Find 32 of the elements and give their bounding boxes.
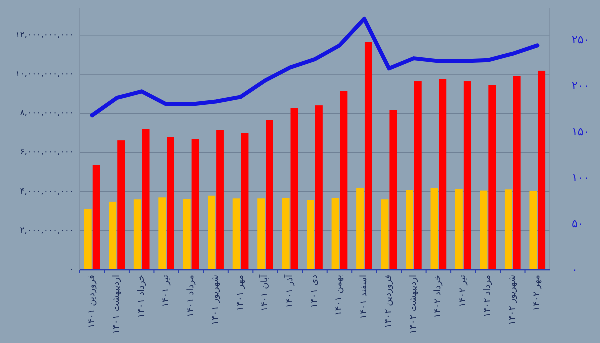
y2tick: ۲۰۰ xyxy=(572,80,590,93)
y2tick: ۵۰ xyxy=(572,218,584,231)
xtick: خرداد ۱۴۰۱ xyxy=(136,275,147,318)
y2tick: ۱۵۰ xyxy=(572,126,590,139)
xtick: تیر ۱۴۰۲ xyxy=(458,275,468,308)
ytick: ۸,۰۰۰,۰۰۰,۰۰۰ xyxy=(20,108,74,119)
xtick: مرداد ۱۴۰۱ xyxy=(186,275,196,318)
xtick: مرداد ۱۴۰۲ xyxy=(483,275,494,318)
xtick: مهر ۱۴۰۱ xyxy=(236,275,246,312)
y2tick: ۱۰۰ xyxy=(572,172,590,185)
xtick: اسفند ۱۴۰۱ xyxy=(359,275,370,320)
xtick: خرداد ۱۴۰۲ xyxy=(434,275,444,318)
xtick: اردیبهشت ۱۴۰۱ xyxy=(112,275,122,334)
xtick: فروردین ۱۴۰۱ xyxy=(87,275,98,329)
ytick: ۱۰,۰۰۰,۰۰۰,۰۰۰ xyxy=(16,69,74,80)
xtick: شهریور ۱۴۰۲ xyxy=(508,275,518,326)
xtick: تیر ۱۴۰۱ xyxy=(162,275,172,308)
y2tick: ۰ xyxy=(572,264,578,276)
ytick: ۲,۰۰۰,۰۰۰,۰۰۰ xyxy=(20,226,74,236)
ytick: ۰ xyxy=(69,265,74,275)
xtick: آذر ۱۴۰۱ xyxy=(285,275,296,308)
y2tick: ۲۵۰ xyxy=(572,34,590,47)
xtick: بهمن ۱۴۰۱ xyxy=(334,275,345,316)
xtick: فروردین ۱۴۰۲ xyxy=(384,275,394,329)
ytick: ۶,۰۰۰,۰۰۰,۰۰۰ xyxy=(20,148,74,158)
ytick: ۱۲,۰۰۰,۰۰۰,۰۰۰ xyxy=(16,30,74,40)
xtick: دی ۱۴۰۱ xyxy=(310,275,320,308)
xtick: شهریور ۱۴۰۱ xyxy=(211,275,222,326)
ytick: ۴,۰۰۰,۰۰۰,۰۰۰ xyxy=(20,186,74,197)
xtick: آبان ۱۴۰۱ xyxy=(260,275,271,312)
xtick: مهر ۱۴۰۲ xyxy=(532,275,543,312)
xtick: اردیبهشت ۱۴۰۲ xyxy=(408,275,419,334)
